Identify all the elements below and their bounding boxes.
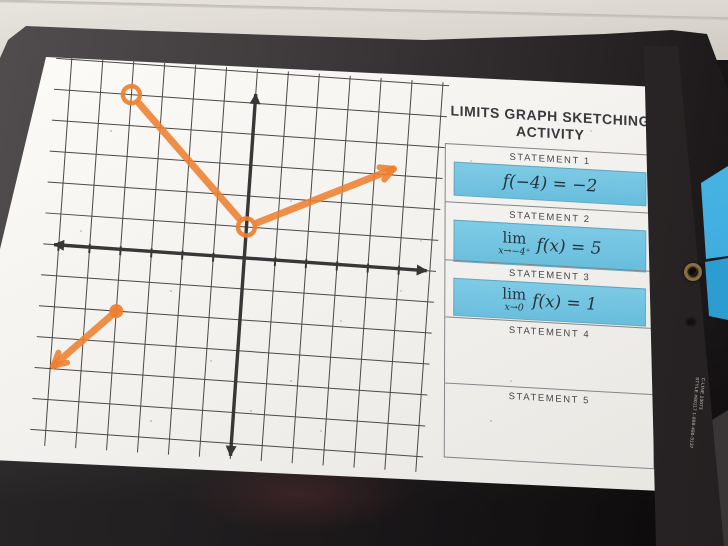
math-expression: f(x) = 1: [532, 291, 598, 315]
statements-panel: LIMITS GRAPH SKETCHING ACTIVITY STATEMEN…: [443, 100, 656, 484]
page-title: LIMITS GRAPH SKETCHING ACTIVITY: [445, 100, 656, 148]
mortar-line: [0, 0, 728, 22]
math-expression: f(x) = 5: [536, 235, 602, 260]
statements-table: STATEMENT 1 f(−4) = −2 STATEMENT 2 lim x…: [443, 143, 656, 470]
brass-grommet: [684, 263, 702, 281]
statement-row-5: STATEMENT 5: [444, 382, 654, 469]
edge-smudge: [686, 318, 696, 326]
statement-row-4: STATEMENT 4: [445, 316, 654, 395]
limits-graph: [12, 57, 460, 493]
graph-svg: [30, 57, 450, 472]
limit-notation: lim x→0: [502, 284, 527, 315]
limit-notation: lim x→−4⁺: [498, 228, 531, 259]
math-expression: f(−4) = −2: [502, 171, 598, 197]
